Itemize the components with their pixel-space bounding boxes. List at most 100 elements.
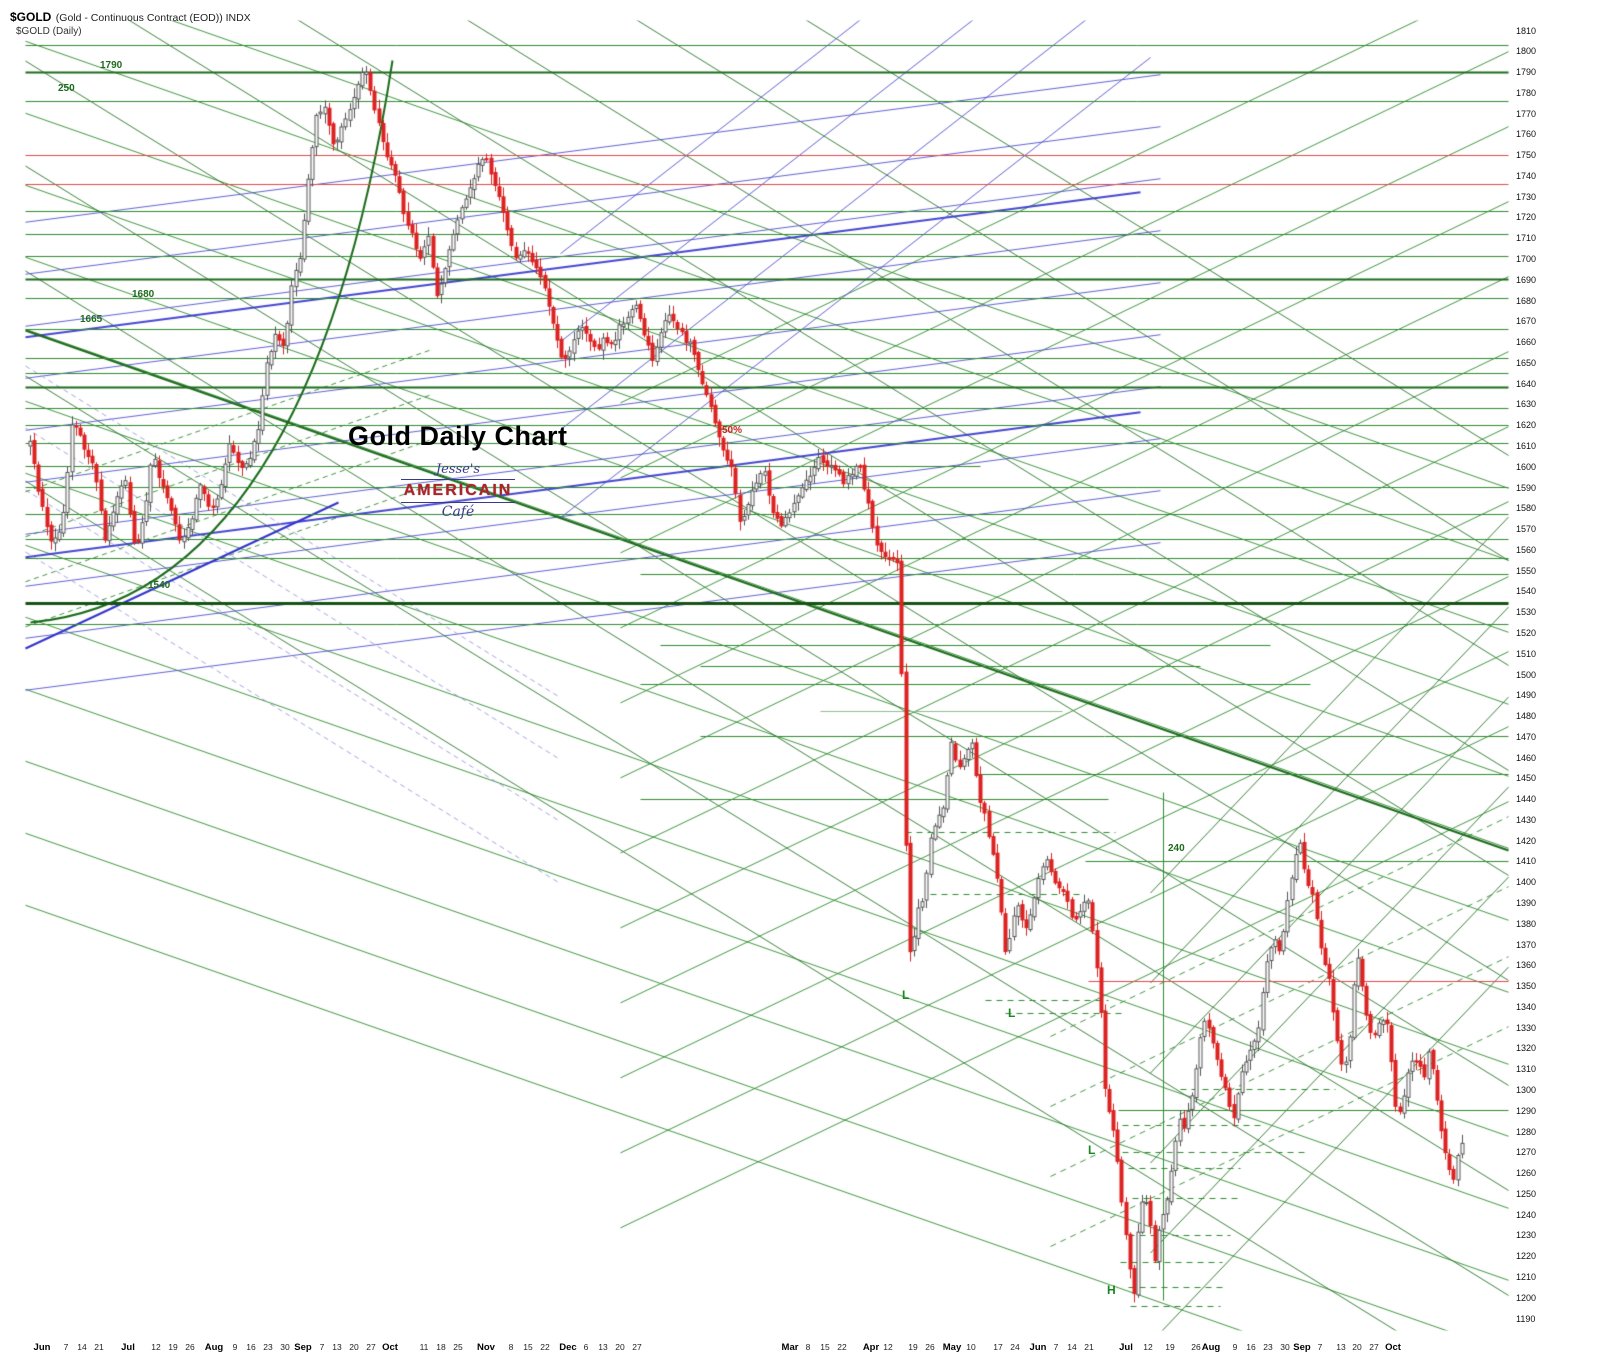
y-axis-label: 1700 (1516, 254, 1537, 265)
y-axis-label: 1250 (1516, 1188, 1537, 1199)
x-axis-label: 9 (232, 1342, 238, 1352)
x-axis-label: Jun (1029, 1342, 1047, 1353)
y-axis-label: 1640 (1516, 378, 1537, 389)
y-axis-label: 1670 (1516, 316, 1537, 327)
y-axis-label: 1220 (1516, 1251, 1537, 1262)
y-axis-label: 1730 (1516, 191, 1537, 202)
x-axis-label: 14 (1067, 1342, 1077, 1352)
chart-annotation: 1665 (80, 314, 103, 325)
x-axis-label: 26 (925, 1342, 935, 1352)
x-axis-label: 30 (280, 1342, 290, 1352)
x-axis-label: 15 (820, 1342, 830, 1352)
y-axis-label: 1510 (1516, 648, 1537, 659)
y-axis-label: 1620 (1516, 420, 1537, 431)
symbol-label: $GOLD (10, 10, 52, 24)
chart-annotation: 50% (722, 425, 743, 436)
x-axis-label: 26 (185, 1342, 195, 1352)
y-axis-label: 1750 (1516, 150, 1537, 161)
y-axis-label: 1690 (1516, 274, 1537, 285)
y-axis-label: 1800 (1516, 46, 1537, 57)
chart-annotation: 250 (58, 83, 75, 94)
y-axis-label: 1290 (1516, 1105, 1537, 1116)
x-axis-label: 20 (1352, 1342, 1362, 1352)
x-axis-label: 15 (523, 1342, 533, 1352)
x-axis-label: 7 (319, 1342, 325, 1352)
y-axis-label: 1310 (1516, 1064, 1537, 1075)
y-axis-label: 1260 (1516, 1168, 1537, 1179)
site-logo: Jesse's AMERICAIN Café (398, 462, 518, 522)
y-axis-label: 1490 (1516, 690, 1537, 701)
y-axis-label: 1790 (1516, 67, 1537, 78)
chart-annotation: 1790 (100, 60, 123, 71)
logo-line2: AMERICAIN (400, 479, 516, 504)
x-axis-label: 8 (805, 1342, 811, 1352)
x-axis-label: 30 (1280, 1342, 1290, 1352)
x-axis-label: 11 (419, 1342, 429, 1352)
x-axis-label: 7 (63, 1342, 69, 1352)
y-axis-label: 1480 (1516, 711, 1537, 722)
x-axis-label: 13 (1336, 1342, 1346, 1352)
x-axis-label: 10 (966, 1342, 976, 1352)
chart-annotation: 1680 (132, 289, 155, 300)
x-axis-label: 9 (1232, 1342, 1238, 1352)
x-axis-label: 18 (436, 1342, 446, 1352)
symbol-description: (Gold - Continuous Contract (EOD)) INDX (55, 12, 251, 24)
x-axis-label: 8 (508, 1342, 514, 1352)
y-axis-label: 1580 (1516, 503, 1537, 514)
x-axis-label: 12 (151, 1342, 161, 1352)
x-axis-label: Dec (559, 1342, 577, 1353)
y-axis-label: 1500 (1516, 669, 1537, 680)
x-axis-label: 16 (246, 1342, 256, 1352)
y-axis-label: 1380 (1516, 918, 1537, 929)
x-axis-label: Jun (33, 1342, 51, 1353)
x-axis-label: Sep (1293, 1342, 1311, 1353)
y-axis-label: 1400 (1516, 877, 1537, 888)
x-axis-label: 6 (583, 1342, 589, 1352)
x-axis-label: 25 (453, 1342, 463, 1352)
page-title: Gold Daily Chart (348, 421, 568, 451)
x-axis-label: Sep (294, 1342, 312, 1353)
x-axis-label: 13 (598, 1342, 608, 1352)
x-axis-label: 27 (632, 1342, 642, 1352)
y-axis-label: 1270 (1516, 1147, 1537, 1158)
y-axis-label: 1450 (1516, 773, 1537, 784)
x-axis-label: 19 (168, 1342, 178, 1352)
y-axis-label: 1240 (1516, 1209, 1537, 1220)
chart-header: $GOLD (Gold - Continuous Contract (EOD))… (10, 8, 251, 26)
x-axis-label: Jul (1119, 1342, 1133, 1353)
y-axis-label: 1430 (1516, 814, 1537, 825)
chart-annotation: L (1088, 1143, 1096, 1157)
y-axis-label: 1720 (1516, 212, 1537, 223)
y-axis-label: 1190 (1516, 1313, 1536, 1324)
x-axis-label: 23 (263, 1342, 273, 1352)
y-axis-label: 1550 (1516, 565, 1537, 576)
x-axis-label: 21 (1084, 1342, 1094, 1352)
x-axis-label: 22 (540, 1342, 550, 1352)
y-axis-label: 1590 (1516, 482, 1537, 493)
x-axis-label: 23 (1263, 1342, 1273, 1352)
y-axis-label: 1710 (1516, 233, 1537, 244)
logo-line3: Café (441, 504, 475, 521)
x-axis-label: Apr (862, 1342, 880, 1353)
y-axis-label: 1340 (1516, 1001, 1537, 1012)
x-axis-label: Nov (477, 1342, 495, 1353)
x-axis-label: 19 (908, 1342, 918, 1352)
x-axis-label: 26 (1191, 1342, 1201, 1352)
y-axis-label: 1610 (1516, 440, 1537, 451)
x-axis-label: Aug (204, 1342, 224, 1353)
y-axis-label: 1530 (1516, 607, 1537, 618)
y-axis-label: 1520 (1516, 627, 1537, 638)
y-axis-label: 1230 (1516, 1230, 1537, 1241)
x-axis-label: 17 (993, 1342, 1003, 1352)
y-axis-label: 1320 (1516, 1043, 1537, 1054)
y-axis-label: 1650 (1516, 357, 1537, 368)
x-axis-label: Aug (1201, 1342, 1221, 1353)
x-axis-label: 21 (94, 1342, 104, 1352)
y-axis-label: 1410 (1516, 856, 1537, 867)
chart-annotation: L (1008, 1006, 1016, 1020)
y-axis-label: 1300 (1516, 1084, 1537, 1095)
chart-annotation: 240 (1168, 843, 1185, 854)
y-axis-label: 1560 (1516, 544, 1537, 555)
